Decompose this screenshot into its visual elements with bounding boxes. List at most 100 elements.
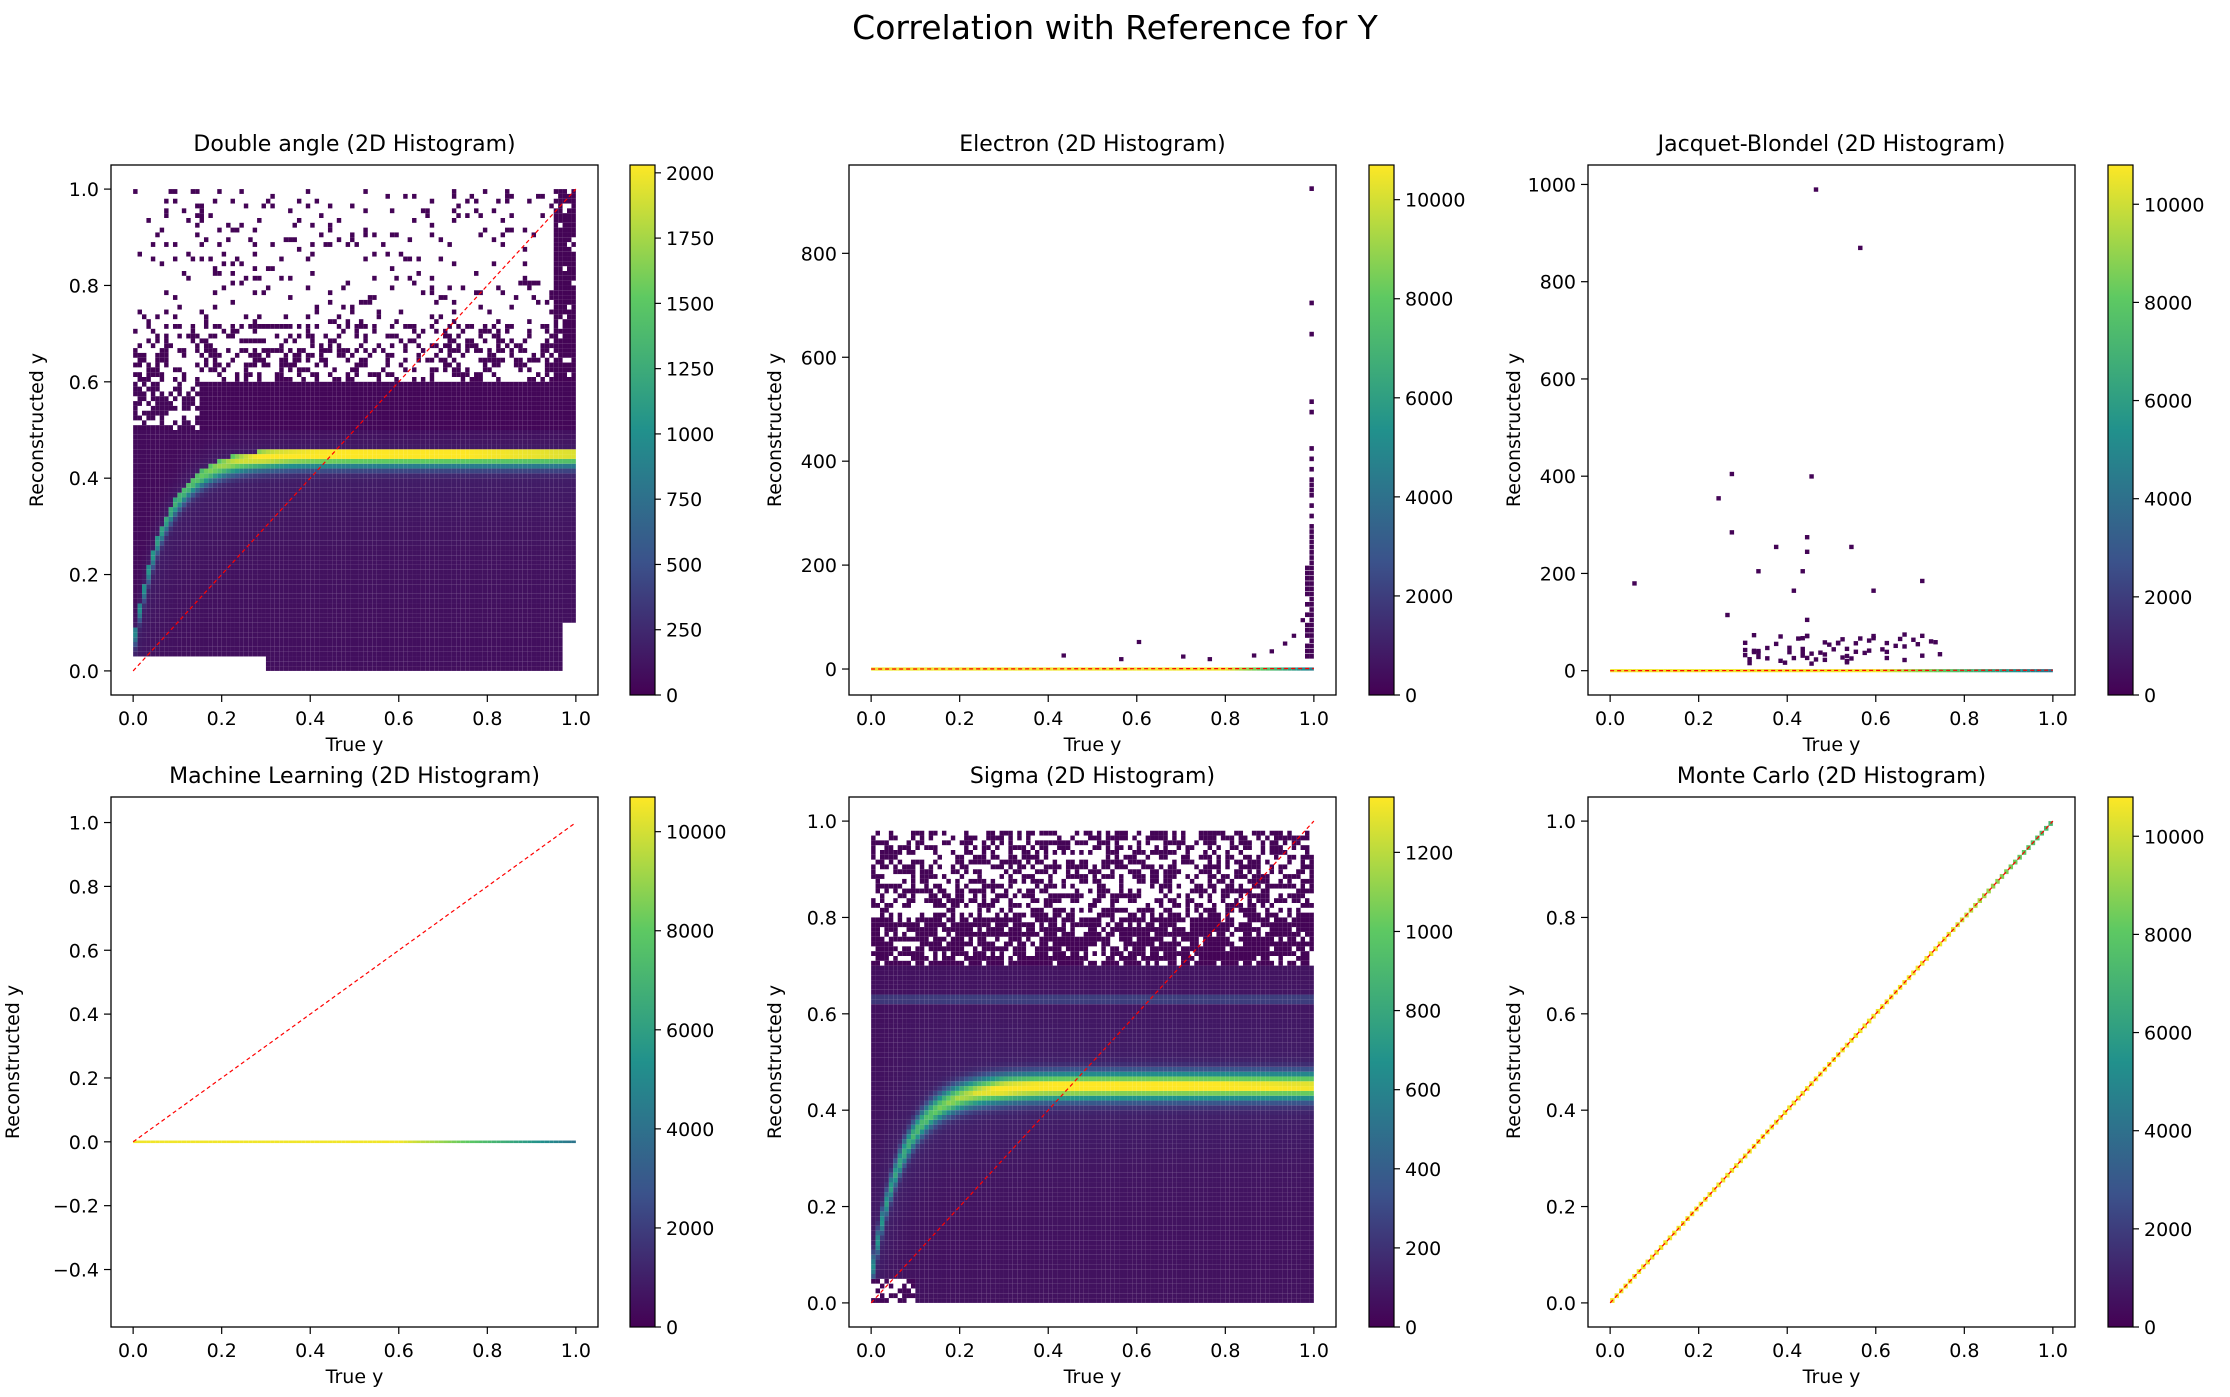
histogram-bin	[438, 439, 444, 445]
histogram-bin	[257, 637, 262, 642]
histogram-bin	[301, 642, 306, 647]
histogram-bin	[460, 608, 466, 614]
histogram-bin	[150, 483, 156, 488]
histogram-bin	[203, 598, 209, 604]
histogram-bin	[465, 458, 470, 464]
histogram-bin	[283, 237, 289, 243]
histogram-bin	[265, 564, 271, 570]
histogram-bin	[376, 574, 382, 580]
histogram-bin	[443, 627, 448, 633]
histogram-bin	[274, 550, 280, 556]
histogram-bin	[456, 651, 461, 657]
histogram-bin	[137, 550, 142, 556]
histogram-bin	[358, 396, 364, 402]
histogram-bin	[438, 579, 444, 585]
histogram-bin	[341, 511, 346, 517]
histogram-bin	[394, 564, 399, 570]
histogram-bin	[212, 531, 218, 536]
histogram-bin	[159, 444, 165, 450]
histogram-bin	[150, 651, 156, 657]
histogram-bin	[394, 473, 399, 479]
histogram-bin	[412, 589, 417, 594]
histogram-bin	[319, 492, 324, 498]
histogram-bin	[434, 540, 439, 546]
histogram-bin	[212, 487, 218, 493]
histogram-bin	[186, 646, 191, 652]
histogram-bin	[429, 656, 435, 662]
histogram-bin	[288, 613, 293, 618]
histogram-bin	[465, 521, 470, 527]
histogram-bin	[288, 564, 293, 570]
histogram-bin	[465, 338, 470, 344]
histogram-bin	[217, 189, 222, 194]
histogram-bin	[367, 622, 373, 628]
histogram-bin	[412, 564, 417, 570]
histogram-bin	[354, 569, 359, 575]
histogram-bin	[310, 656, 315, 662]
histogram-bin	[274, 593, 280, 599]
histogram-bin	[270, 545, 275, 551]
histogram-bin	[416, 661, 421, 667]
histogram-bin	[385, 497, 390, 503]
histogram-bin	[456, 637, 461, 642]
histogram-bin	[363, 603, 368, 609]
histogram-bin	[314, 324, 320, 329]
histogram-bin	[327, 497, 333, 503]
histogram-bin	[230, 439, 235, 445]
histogram-bin	[451, 193, 457, 199]
histogram-bin	[155, 637, 160, 642]
histogram-bin	[265, 627, 271, 633]
histogram-bin	[274, 430, 280, 435]
histogram-bin	[451, 661, 457, 667]
histogram-bin	[243, 545, 249, 551]
histogram-bin	[336, 343, 342, 349]
histogram-bin	[296, 564, 302, 570]
histogram-bin	[372, 603, 377, 609]
histogram-bin	[195, 439, 200, 445]
histogram-bin	[208, 386, 213, 392]
histogram-bin	[217, 473, 222, 479]
histogram-bin	[234, 405, 240, 411]
histogram-bin	[203, 584, 209, 589]
histogram-bin	[447, 589, 452, 594]
histogram-bin	[292, 222, 297, 228]
histogram-bin	[429, 420, 435, 426]
histogram-bin	[443, 357, 448, 363]
histogram-bin	[274, 540, 280, 546]
histogram-bin	[336, 348, 342, 353]
histogram-bin	[407, 468, 413, 474]
histogram-bin	[274, 627, 280, 633]
histogram-bin	[327, 319, 333, 324]
histogram-bin	[385, 569, 390, 575]
histogram-bin	[168, 608, 173, 614]
histogram-bin	[367, 661, 373, 667]
histogram-bin	[230, 651, 235, 657]
histogram-bin	[429, 608, 435, 614]
histogram-bin	[230, 444, 235, 450]
histogram-bin	[186, 598, 191, 604]
histogram-bin	[465, 198, 470, 204]
histogram-bin	[137, 425, 142, 430]
histogram-bin	[465, 497, 470, 503]
histogram-bin	[456, 367, 461, 373]
histogram-bin	[283, 579, 289, 585]
histogram-bin	[212, 198, 218, 204]
histogram-bin	[358, 651, 364, 657]
histogram-bin	[319, 593, 324, 599]
histogram-bin	[447, 608, 452, 614]
histogram-bin	[265, 405, 271, 411]
histogram-bin	[203, 492, 209, 498]
histogram-bin	[443, 579, 448, 585]
histogram-bin	[261, 338, 266, 344]
histogram-bin	[429, 666, 435, 671]
histogram-bin	[372, 545, 377, 551]
histogram-bin	[243, 531, 249, 536]
histogram-bin	[412, 584, 417, 589]
histogram-bin	[212, 608, 218, 614]
histogram-bin	[257, 415, 262, 421]
histogram-bin	[345, 449, 351, 455]
histogram-bin	[288, 492, 293, 498]
histogram-bin	[310, 242, 315, 247]
histogram-bin	[314, 463, 320, 469]
histogram-bin	[252, 613, 258, 618]
